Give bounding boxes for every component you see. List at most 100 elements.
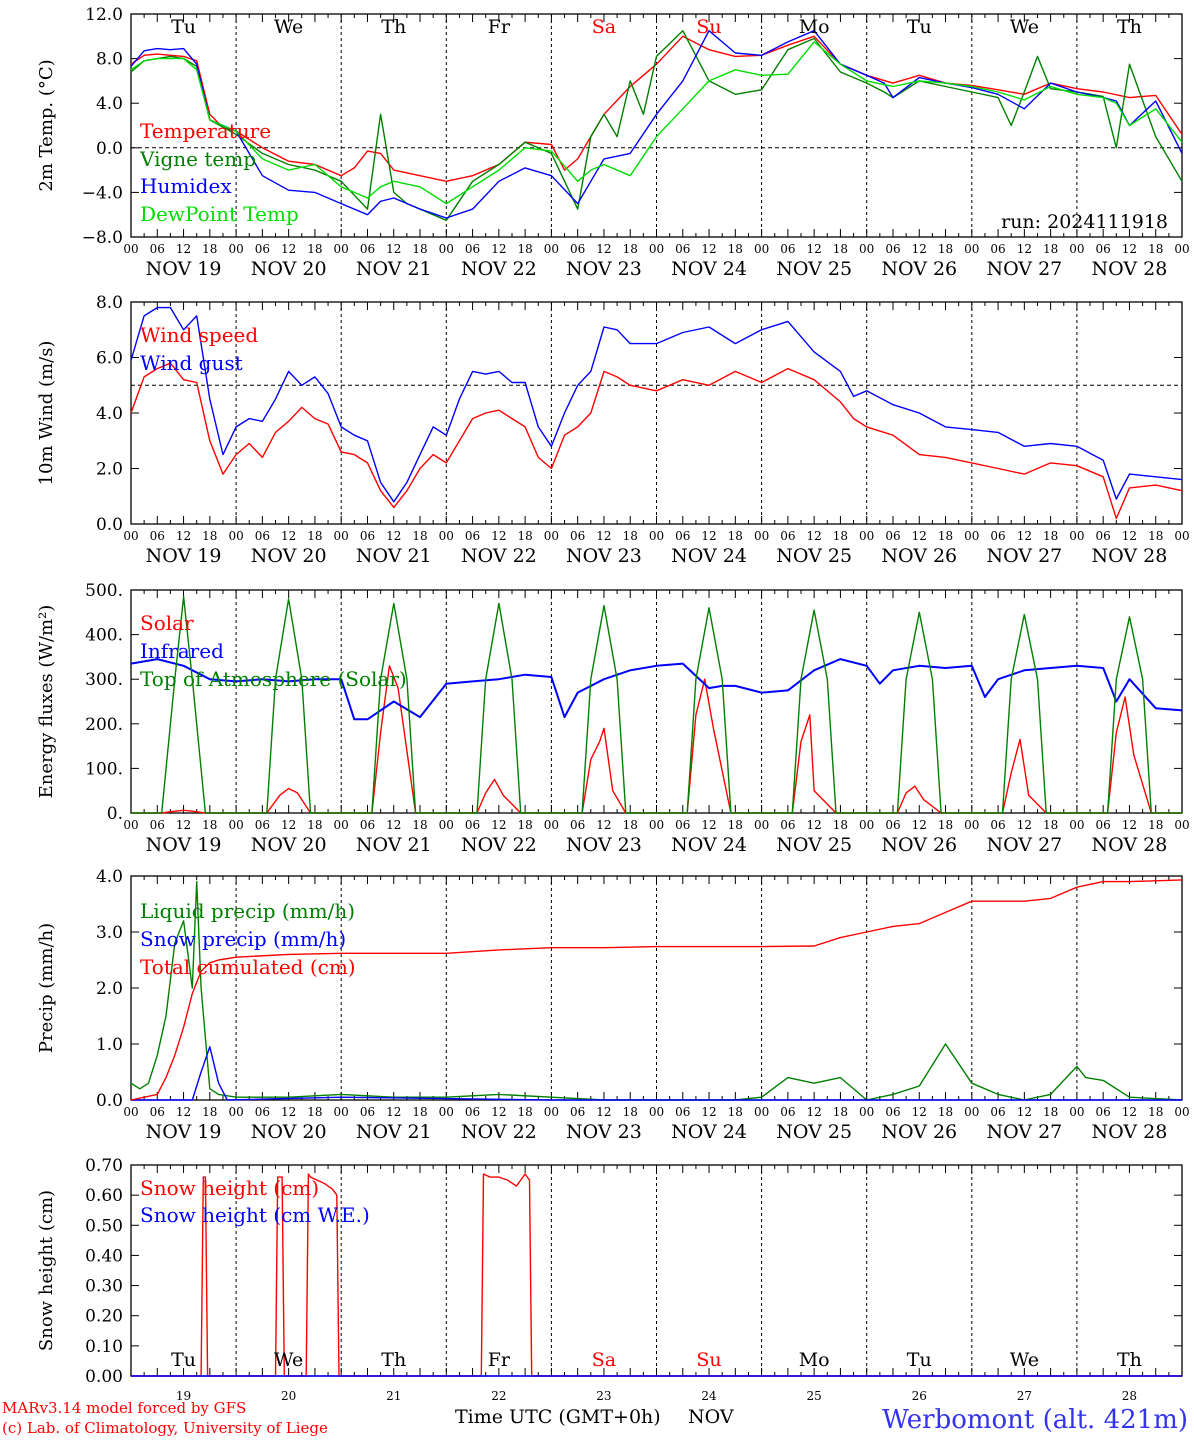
y-axis-label: Snow height (cm) xyxy=(36,1190,57,1351)
date-label: NOV 22 xyxy=(461,834,537,856)
hour-tick-label: 00 xyxy=(649,529,664,543)
weekday-label: Th xyxy=(381,16,406,38)
hour-tick-label: 12 xyxy=(807,1105,822,1119)
legend-entry: Top of Atmosphere (Solar) xyxy=(140,667,407,691)
hour-tick-label: 06 xyxy=(255,529,270,543)
y-tick-label: −8.0 xyxy=(82,228,123,248)
date-label: NOV 20 xyxy=(251,834,327,856)
hour-tick-label: 12 xyxy=(596,529,611,543)
hour-tick-label: 12 xyxy=(491,818,506,832)
hour-tick-label: 18 xyxy=(938,242,953,256)
y-tick-label: 1.0 xyxy=(96,1035,123,1055)
date-label: NOV 26 xyxy=(881,258,957,280)
hour-tick-label: 12 xyxy=(1017,1105,1032,1119)
y-tick-label: 4.0 xyxy=(96,867,123,887)
y-axis-label: 10m Wind (m/s) xyxy=(36,341,57,486)
weekday-label: We xyxy=(1010,16,1039,38)
hour-tick-label: 00 xyxy=(228,818,243,832)
hour-tick-label: 06 xyxy=(150,242,165,256)
hour-tick-label: 18 xyxy=(517,529,532,543)
hour-tick-label: 00 xyxy=(228,1105,243,1119)
hour-tick-label: 18 xyxy=(202,529,217,543)
y-tick-label: 0.20 xyxy=(85,1307,123,1327)
legend-entry: Liquid precip (mm/h) xyxy=(140,899,355,923)
y-tick-label: 0.00 xyxy=(85,1367,123,1387)
hour-tick-label: 06 xyxy=(675,242,690,256)
hour-tick-label: 06 xyxy=(360,1105,375,1119)
hour-tick-label: 18 xyxy=(307,1105,322,1119)
legend-entry: Humidex xyxy=(140,174,232,198)
y-tick-label: 8.0 xyxy=(96,50,123,70)
day-number-label: 25 xyxy=(807,1389,822,1403)
hour-tick-label: 12 xyxy=(807,529,822,543)
month-label: NOV xyxy=(688,1406,734,1428)
hour-tick-label: 18 xyxy=(728,818,743,832)
hour-tick-label: 00 xyxy=(439,242,454,256)
hour-tick-label: 00 xyxy=(859,242,874,256)
model-credit-line1: MARv3.14 model forced by GFS xyxy=(2,1399,246,1417)
weekday-label: Th xyxy=(1117,1349,1142,1371)
hour-tick-label: 18 xyxy=(307,818,322,832)
y-tick-label: 0.40 xyxy=(85,1246,123,1266)
hour-tick-label: 00 xyxy=(754,529,769,543)
hour-tick-label: 12 xyxy=(1017,242,1032,256)
hour-tick-label: 00 xyxy=(1174,242,1189,256)
y-tick-label: 0.10 xyxy=(85,1337,123,1357)
weekday-label: We xyxy=(1010,1349,1039,1371)
date-label: NOV 23 xyxy=(566,1121,642,1143)
y-tick-label: 100. xyxy=(85,759,123,779)
date-label: NOV 24 xyxy=(671,545,747,567)
date-label: NOV 28 xyxy=(1092,834,1168,856)
hour-tick-label: 00 xyxy=(334,1105,349,1119)
hour-tick-label: 12 xyxy=(1122,818,1137,832)
hour-tick-label: 12 xyxy=(912,1105,927,1119)
series-line-green xyxy=(131,596,1182,814)
chart-panel-2: 00 06 12 18 00 06 12 18 00 06 12 18 00 06 12 18 00 06 12 18… xyxy=(36,293,1190,567)
hour-tick-label: 18 xyxy=(833,1105,848,1119)
y-tick-label: 500. xyxy=(85,581,123,601)
hour-tick-label: 00 xyxy=(649,818,664,832)
hour-tick-label: 12 xyxy=(912,529,927,543)
hour-tick-label: 00 xyxy=(544,529,559,543)
hour-tick-label: 06 xyxy=(465,1105,480,1119)
hour-tick-label: 18 xyxy=(1148,529,1163,543)
hour-tick-label: 12 xyxy=(807,818,822,832)
hour-tick-label: 12 xyxy=(176,1105,191,1119)
hour-tick-label: 06 xyxy=(150,818,165,832)
day-number-label: 28 xyxy=(1122,1389,1137,1403)
hour-tick-label: 00 xyxy=(334,529,349,543)
station-label: Werbomont (alt. 421m) xyxy=(882,1405,1188,1435)
hour-tick-label: 06 xyxy=(360,818,375,832)
legend-entry: Infrared xyxy=(140,639,224,663)
date-label: NOV 23 xyxy=(566,545,642,567)
hour-tick-label: 12 xyxy=(912,242,927,256)
y-tick-label: 400. xyxy=(85,626,123,646)
weekday-label: Tu xyxy=(171,16,196,38)
hour-tick-label: 12 xyxy=(281,529,296,543)
hour-tick-label: 18 xyxy=(1043,529,1058,543)
y-tick-label: 0.50 xyxy=(85,1216,123,1236)
date-label: NOV 19 xyxy=(146,545,222,567)
hour-tick-label: 00 xyxy=(754,1105,769,1119)
y-tick-label: 4.0 xyxy=(96,94,123,114)
date-label: NOV 19 xyxy=(146,1121,222,1143)
weekday-label: Sa xyxy=(592,1349,616,1371)
date-label: NOV 21 xyxy=(356,258,432,280)
hour-tick-label: 06 xyxy=(675,818,690,832)
hour-tick-label: 18 xyxy=(1148,818,1163,832)
y-tick-label: 200. xyxy=(85,715,123,735)
weekday-label: Fr xyxy=(488,1349,511,1371)
day-number-label: 23 xyxy=(596,1389,611,1403)
y-tick-label: 6.0 xyxy=(96,349,123,369)
hour-tick-label: 00 xyxy=(544,242,559,256)
date-label: NOV 22 xyxy=(461,1121,537,1143)
hour-tick-label: 06 xyxy=(465,818,480,832)
hour-tick-label: 18 xyxy=(202,242,217,256)
date-label: NOV 22 xyxy=(461,545,537,567)
weekday-label: We xyxy=(274,1349,303,1371)
y-tick-label: 4.0 xyxy=(96,404,123,424)
date-label: NOV 28 xyxy=(1092,1121,1168,1143)
hour-tick-label: 00 xyxy=(964,242,979,256)
day-number-label: 26 xyxy=(912,1389,927,1403)
hour-tick-label: 00 xyxy=(439,818,454,832)
